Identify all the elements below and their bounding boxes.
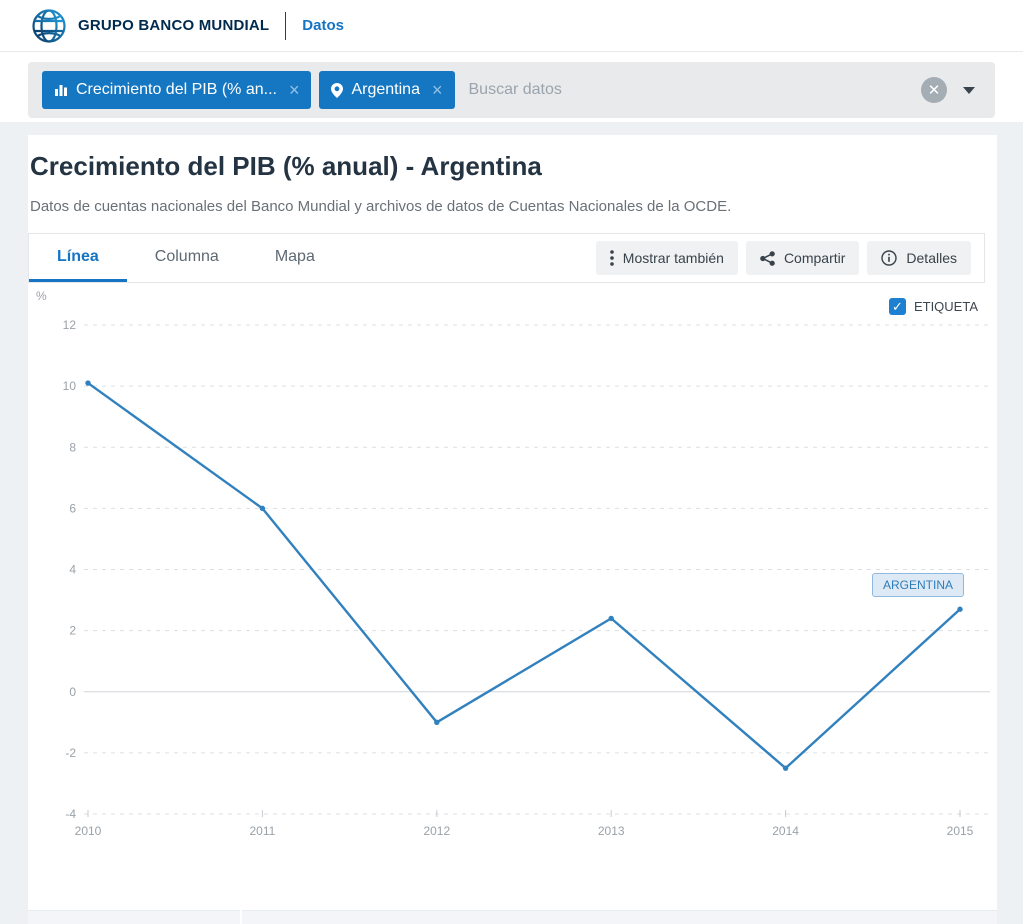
svg-text:-2: -2 bbox=[65, 746, 76, 760]
svg-text:6: 6 bbox=[69, 501, 76, 515]
svg-text:4: 4 bbox=[69, 563, 76, 577]
series-label: ARGENTINA bbox=[872, 573, 965, 598]
svg-text:2012: 2012 bbox=[423, 824, 450, 838]
svg-text:0: 0 bbox=[69, 685, 76, 699]
tab-mapa[interactable]: Mapa bbox=[274, 247, 315, 265]
header-divider bbox=[285, 11, 287, 40]
footer-cell bbox=[242, 910, 997, 924]
location-pin-icon bbox=[331, 82, 344, 98]
tab-columna[interactable]: Columna bbox=[154, 247, 219, 265]
checkbox-checked-icon[interactable]: ✓ bbox=[888, 298, 906, 315]
close-icon[interactable]: × bbox=[431, 80, 443, 100]
chart-canvas: 12 10 8 6 4 2 0 -2 -4% 2010 2011 2012 2013 2014 2015 bbox=[36, 289, 990, 838]
compartir-button[interactable]: Compartir bbox=[745, 241, 860, 275]
button-label: Compartir bbox=[783, 250, 846, 266]
bar-chart-icon bbox=[54, 83, 68, 97]
search-input[interactable]: Buscar datos bbox=[468, 81, 562, 98]
svg-text:2011: 2011 bbox=[249, 824, 275, 838]
filter-tag-label: Crecimiento del PIB (% an... bbox=[76, 81, 277, 98]
button-label: Detalles bbox=[906, 250, 957, 266]
close-icon[interactable]: × bbox=[288, 80, 300, 100]
chart-toolbar: Línea Columna Mapa Mostrar también Compa… bbox=[28, 233, 985, 283]
filter-tag-label: Argentina bbox=[351, 81, 420, 98]
svg-text:2014: 2014 bbox=[772, 824, 799, 838]
svg-text:8: 8 bbox=[69, 440, 76, 454]
etiqueta-label: ETIQUETA bbox=[913, 299, 978, 314]
button-label: Mostrar también bbox=[622, 250, 724, 266]
svg-text:10: 10 bbox=[63, 379, 77, 393]
svg-text:2010: 2010 bbox=[75, 824, 102, 838]
mostrar-tambien-button[interactable]: Mostrar también bbox=[595, 241, 738, 275]
svg-text:%: % bbox=[36, 289, 47, 303]
share-icon bbox=[760, 250, 775, 266]
search-bar[interactable]: Crecimiento del PIB (% an... × Argentina… bbox=[28, 62, 995, 118]
line-chart[interactable]: 12 10 8 6 4 2 0 -2 -4% 2010 2011 2012 2013 2014 2015 ✓… bbox=[28, 283, 997, 868]
caret-down-icon[interactable] bbox=[963, 86, 975, 94]
svg-text:-4: -4 bbox=[65, 807, 76, 821]
content-card: Crecimiento del PIB (% anual) - Argentin… bbox=[28, 135, 997, 910]
detalles-button[interactable]: Detalles bbox=[867, 241, 971, 275]
nav-datos-link[interactable]: Datos bbox=[302, 17, 344, 34]
footer-cell bbox=[28, 910, 240, 924]
svg-text:2: 2 bbox=[69, 624, 76, 638]
svg-text:12: 12 bbox=[63, 318, 77, 332]
footer-table-row bbox=[28, 910, 997, 924]
etiqueta-checkbox[interactable]: ✓ ETIQUETA bbox=[888, 298, 978, 315]
svg-text:2015: 2015 bbox=[947, 824, 974, 838]
app-header: GRUPO BANCO MUNDIAL Datos bbox=[0, 0, 1023, 52]
search-section: Crecimiento del PIB (% an... × Argentina… bbox=[0, 52, 1023, 122]
info-icon bbox=[881, 250, 898, 266]
svg-text:2013: 2013 bbox=[598, 824, 625, 838]
brand-name: GRUPO BANCO MUNDIAL bbox=[78, 17, 270, 34]
page-subtitle: Datos de cuentas nacionales del Banco Mu… bbox=[30, 198, 732, 215]
tab-linea[interactable]: Línea bbox=[29, 234, 127, 282]
world-bank-logo-link[interactable]: GRUPO BANCO MUNDIAL bbox=[30, 7, 269, 45]
page-title: Crecimiento del PIB (% anual) - Argentin… bbox=[30, 151, 542, 181]
globe-logo-icon bbox=[30, 7, 68, 45]
filter-tag-country[interactable]: Argentina × bbox=[319, 71, 455, 109]
kebab-menu-icon bbox=[609, 250, 614, 266]
filter-tag-indicator[interactable]: Crecimiento del PIB (% an... × bbox=[42, 71, 312, 109]
clear-search-icon[interactable]: ✕ bbox=[921, 77, 947, 103]
